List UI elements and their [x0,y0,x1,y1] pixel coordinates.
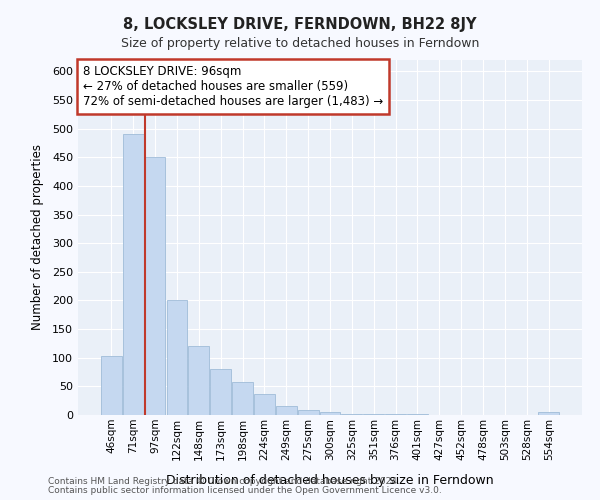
Bar [232,382,253,415]
Text: Contains HM Land Registry data © Crown copyright and database right 2024.: Contains HM Land Registry data © Crown c… [48,477,400,486]
Bar [407,414,428,415]
Text: 8, LOCKSLEY DRIVE, FERNDOWN, BH22 8JY: 8, LOCKSLEY DRIVE, FERNDOWN, BH22 8JY [123,18,477,32]
Bar [167,300,187,415]
Bar [210,369,231,415]
Bar [123,134,143,415]
Bar [254,394,275,415]
Bar [101,356,122,415]
Bar [298,410,319,415]
Bar [364,414,384,415]
Text: Contains public sector information licensed under the Open Government Licence v3: Contains public sector information licen… [48,486,442,495]
Bar [320,412,340,415]
Bar [276,406,296,415]
Bar [341,414,362,415]
Text: Size of property relative to detached houses in Ferndown: Size of property relative to detached ho… [121,38,479,51]
Bar [385,414,406,415]
Y-axis label: Number of detached properties: Number of detached properties [31,144,44,330]
Bar [188,346,209,415]
Bar [538,412,559,415]
Bar [145,158,166,415]
Text: 8 LOCKSLEY DRIVE: 96sqm
← 27% of detached houses are smaller (559)
72% of semi-d: 8 LOCKSLEY DRIVE: 96sqm ← 27% of detache… [83,66,383,108]
X-axis label: Distribution of detached houses by size in Ferndown: Distribution of detached houses by size … [166,474,494,487]
